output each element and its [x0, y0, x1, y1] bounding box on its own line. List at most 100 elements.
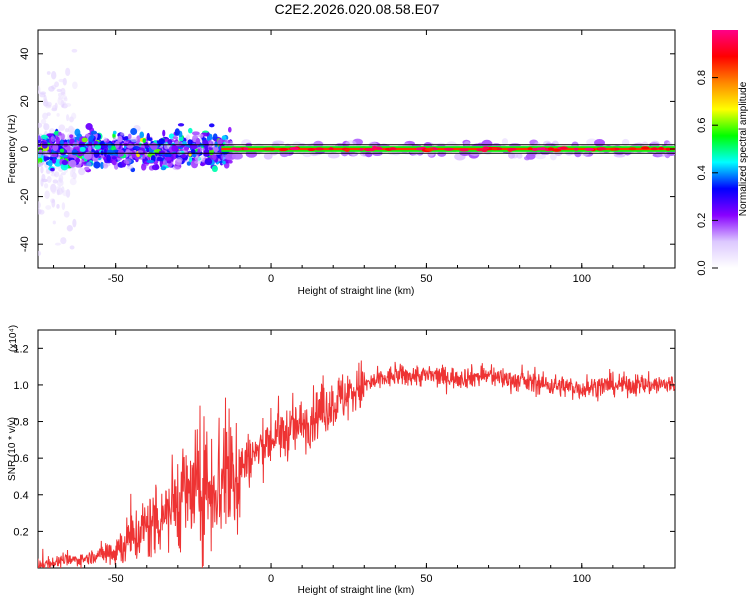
spectrum-cell — [481, 139, 493, 148]
spectrum-ytick-label: 20 — [19, 95, 31, 107]
spectrum-cell — [217, 138, 223, 145]
spectrum-cell — [540, 147, 546, 151]
spectrum-cell — [151, 164, 160, 171]
spectrum-cell — [289, 147, 299, 151]
spectrum-cell — [48, 86, 55, 92]
spectrum-cell — [51, 153, 58, 158]
spectrum-cell — [60, 87, 66, 95]
spectrum-cell — [83, 151, 92, 160]
spectrum-ytick-label: -20 — [19, 189, 31, 205]
spectrum-cell — [94, 143, 102, 150]
spectrum-cell — [192, 153, 197, 158]
spectrum-cell — [172, 136, 179, 140]
spectrum-panel: -50 0 50 100 -40 -20 0 20 40 Height of straight … — [7, 29, 676, 297]
spectrum-cell — [63, 210, 70, 218]
spectrum-cell — [58, 78, 65, 83]
spectrum-cell — [43, 122, 48, 130]
spectrum-cell — [232, 147, 243, 151]
spectrum-ytick-label: -40 — [19, 236, 31, 252]
spectrum-cell — [63, 97, 68, 102]
spectrum-cell — [46, 133, 54, 137]
spectrum-cell — [57, 185, 62, 195]
spectrum-cell — [550, 152, 557, 161]
spectrum-cell — [52, 179, 58, 184]
spectrum-cell — [628, 147, 637, 151]
snr-xtick-label: 100 — [573, 573, 591, 585]
spectrum-cell — [84, 166, 90, 171]
spectrum-cell — [112, 130, 117, 135]
spectrum-cell — [60, 237, 67, 245]
spectrum-cell — [443, 147, 454, 151]
spectrum-cell — [344, 148, 350, 152]
spectrum-cell — [213, 145, 219, 153]
spectrum-cell — [197, 133, 204, 138]
spectrum-cell — [167, 139, 173, 145]
spectrum-cell — [58, 124, 66, 131]
spectrum-xtick-label: 100 — [573, 273, 591, 285]
spectrum-xlabel: Height of straight line (km) — [298, 286, 415, 297]
spectrum-cell — [70, 169, 74, 178]
spectrum-cell — [141, 163, 147, 171]
spectrum-cell — [206, 157, 211, 162]
colorbar: 0.0 0.2 0.4 0.6 0.8 Normalized spectral ampl… — [696, 30, 749, 276]
spectrum-cell — [130, 137, 138, 143]
spectrum-cell — [112, 137, 117, 141]
spectrum-ytick-label: 0 — [19, 146, 31, 152]
spectrum-cell — [43, 183, 49, 189]
spectrum-cell — [56, 179, 64, 187]
spectrum-cell — [71, 112, 77, 120]
spectrum-cell — [174, 140, 183, 147]
spectrum-cell — [106, 154, 111, 162]
spectrum-cell — [278, 147, 289, 151]
spectrum-cell — [265, 147, 275, 151]
spectrum-cell — [72, 81, 78, 90]
spectrum-cell — [72, 218, 77, 228]
spectrum-cell — [534, 153, 546, 160]
spectrum-cell — [117, 135, 123, 143]
spectrum-cell — [111, 160, 117, 166]
spectrum-cell — [51, 71, 57, 80]
spectrum-cell — [51, 198, 56, 208]
spectrum-cell — [58, 95, 63, 100]
spectrum-cell — [199, 162, 206, 167]
spectrum-cell — [66, 145, 71, 152]
snr-panel: -50 0 50 100 0.2 0.4 0.6 0.8 1.0 1.2 Height of st… — [7, 325, 676, 596]
spectrum-cell — [88, 145, 92, 152]
spectrum-cell — [38, 163, 41, 168]
spectrum-cell — [372, 145, 377, 149]
spectrum-cell — [69, 134, 74, 139]
spectrum-cell — [106, 149, 114, 156]
spectrum-cell — [71, 149, 78, 156]
spectrum-cell — [38, 149, 43, 156]
spectrum-cell — [112, 149, 118, 153]
spectrum-cell — [177, 123, 185, 127]
spectrum-cell — [388, 147, 397, 151]
spectrum-cell — [75, 157, 81, 163]
spectrum-cell — [47, 159, 53, 167]
spectrum-cell — [195, 138, 201, 146]
spectrum-cell — [56, 204, 60, 209]
snr-xtick-label: -50 — [108, 573, 124, 585]
spectrum-xtick-label: 0 — [268, 273, 274, 285]
spectrum-cell — [650, 140, 660, 148]
spectrum-cell — [183, 146, 190, 151]
page-title: C2E2.2026.020.08.58.E07 — [274, 1, 439, 17]
spectrum-cell — [77, 151, 83, 157]
spectrum-cell — [86, 162, 92, 167]
spectrum-cell — [54, 242, 61, 246]
spectrum-cell — [57, 92, 63, 97]
spectrum-cell — [61, 202, 66, 211]
colorbar-tick-label: 0.2 — [696, 213, 708, 228]
spectrum-cell — [482, 146, 490, 150]
spectrum-cell — [491, 147, 498, 151]
spectrum-cell — [60, 133, 65, 141]
spectrum-cell — [594, 139, 605, 147]
spectrum-cell — [163, 143, 170, 150]
spectrum-cell — [90, 130, 98, 135]
spectrum-cell — [38, 85, 41, 94]
snr-multiplier: (x10⁴) — [8, 325, 19, 352]
spectrum-cell — [55, 136, 60, 145]
spectrum-cell — [263, 152, 273, 160]
spectrum-cell — [552, 148, 562, 152]
spectrum-cell — [69, 245, 75, 250]
